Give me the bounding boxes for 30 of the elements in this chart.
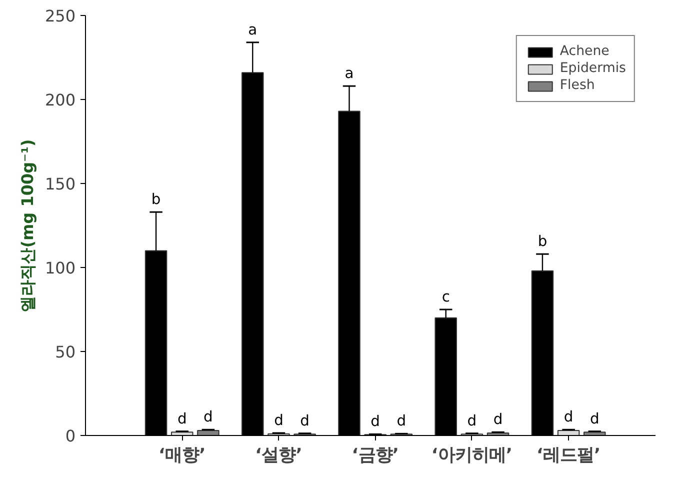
legend-label: Achene [560, 44, 610, 59]
y-tick-label: 200 [44, 90, 76, 110]
y-tick-label: 100 [44, 258, 76, 278]
y-tick-label: 150 [44, 174, 76, 194]
x-tick-label: ‘아키히메’ [431, 446, 513, 466]
y-axis-title: 엘라직산(mg 100g⁻¹) [18, 139, 37, 312]
data-label: d [300, 412, 310, 430]
data-label: b [538, 233, 548, 250]
data-label: d [396, 412, 406, 430]
y-tick-label: 0 [65, 426, 76, 446]
data-label: a [248, 21, 258, 38]
data-label: d [590, 410, 600, 428]
data-label: d [204, 408, 213, 426]
y-tick-label: 250 [44, 6, 76, 26]
data-label: d [177, 410, 187, 428]
data-label: d [564, 408, 574, 426]
legend-label: Flesh [560, 78, 595, 93]
data-label: d [274, 412, 284, 429]
y-tick-label: 50 [55, 342, 76, 362]
x-tick-label: ‘금향’ [352, 446, 399, 466]
data-label: c [442, 288, 450, 306]
data-label: d [467, 412, 477, 430]
legend-label: Epidermis [560, 61, 626, 76]
x-tick-label: ‘레드펄’ [536, 446, 601, 466]
data-label: d [493, 411, 503, 428]
x-tick-label: ‘매향’ [158, 446, 206, 466]
data-label: b [151, 191, 161, 208]
x-tick-label: ‘설향’ [255, 446, 302, 466]
data-label: d [370, 413, 380, 430]
data-label: a [344, 65, 354, 82]
